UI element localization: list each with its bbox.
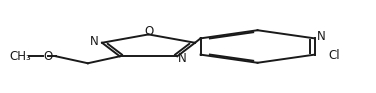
Text: N: N — [177, 52, 186, 65]
Text: O: O — [43, 50, 52, 63]
Text: Cl: Cl — [328, 49, 340, 62]
Text: N: N — [317, 31, 326, 43]
Text: N: N — [89, 35, 98, 48]
Text: CH₃: CH₃ — [9, 50, 31, 63]
Text: O: O — [145, 25, 154, 38]
